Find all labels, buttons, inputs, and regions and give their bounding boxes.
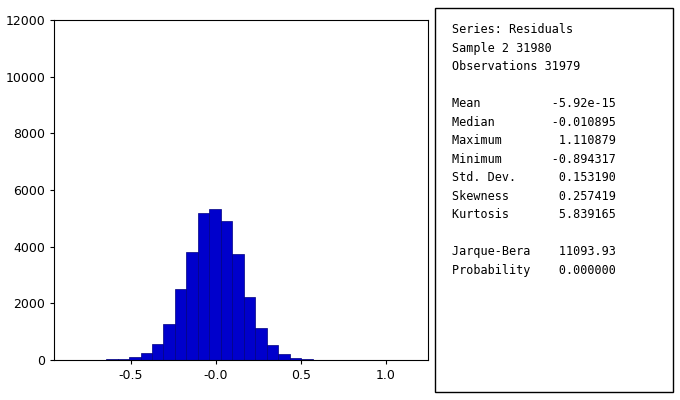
Bar <box>152 344 163 360</box>
Bar <box>141 353 152 360</box>
Bar <box>118 359 129 360</box>
Bar <box>301 359 313 360</box>
Bar <box>244 297 255 360</box>
Bar <box>198 213 209 360</box>
Bar <box>267 345 278 360</box>
Bar <box>290 358 301 360</box>
Bar <box>175 289 186 360</box>
Bar <box>106 359 118 360</box>
Bar <box>186 252 198 360</box>
Bar <box>209 209 221 360</box>
Bar <box>163 324 175 360</box>
Bar <box>129 357 141 360</box>
Bar <box>233 254 244 360</box>
Bar <box>221 221 233 360</box>
Bar <box>278 354 290 360</box>
Text: Series: Residuals
Sample 2 31980
Observations 31979

Mean          -5.92e-15
Med: Series: Residuals Sample 2 31980 Observa… <box>452 23 615 277</box>
Bar <box>255 328 267 360</box>
